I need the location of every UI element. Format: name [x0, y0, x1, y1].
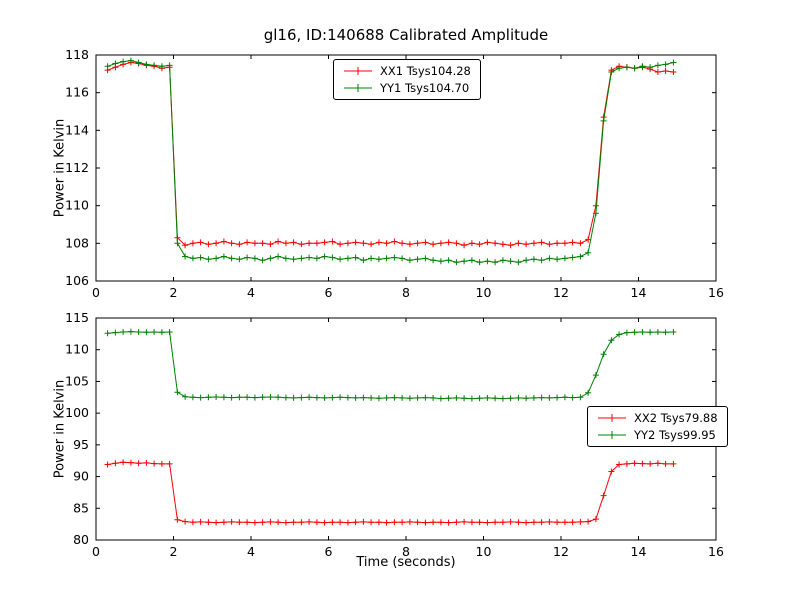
bottom-y-axis-label: Power in Kelvin	[52, 379, 68, 479]
top-y-axis-label: Power in Kelvin	[52, 118, 68, 218]
svg-text:8: 8	[402, 544, 410, 559]
svg-text:6: 6	[325, 285, 333, 300]
axis-ticks	[95, 317, 717, 541]
legend-label-xx1: XX1 Tsys104.28	[380, 64, 471, 78]
svg-text:116: 116	[65, 85, 89, 100]
legend-item-yy1: YY1 Tsys104.70	[343, 81, 471, 95]
svg-text:8: 8	[402, 285, 410, 300]
legend-item-yy2: YY2 Tsys99.95	[597, 428, 718, 442]
svg-text:95: 95	[73, 437, 89, 452]
svg-text:12: 12	[553, 544, 569, 559]
svg-text:16: 16	[708, 285, 724, 300]
svg-text:110: 110	[65, 342, 89, 357]
errorbar-markers	[104, 328, 677, 402]
svg-text:100: 100	[65, 405, 89, 420]
legend-item-xx2: XX2 Tsys79.88	[597, 411, 718, 425]
svg-text:112: 112	[65, 160, 89, 175]
series-yy1	[104, 57, 677, 266]
legend-item-xx1: XX1 Tsys104.28	[343, 64, 471, 78]
svg-text:6: 6	[325, 544, 333, 559]
svg-text:105: 105	[65, 373, 89, 388]
svg-text:10: 10	[476, 285, 492, 300]
svg-text:106: 106	[65, 273, 89, 288]
svg-text:4: 4	[247, 285, 255, 300]
svg-text:16: 16	[708, 544, 724, 559]
errorbar-marker-icon	[344, 67, 372, 75]
legend-label-yy1: YY1 Tsys104.70	[380, 81, 470, 95]
svg-text:115: 115	[65, 310, 89, 325]
errorbar-marker-icon	[598, 414, 626, 422]
svg-text:2: 2	[170, 544, 178, 559]
chart-title: gl16, ID:140688 Calibrated Amplitude	[263, 26, 549, 44]
svg-text:85: 85	[73, 500, 89, 515]
legend-label-xx2: XX2 Tsys79.88	[634, 411, 718, 425]
svg-text:14: 14	[631, 285, 647, 300]
series-yy2	[104, 328, 677, 402]
tick-labels: 0 2 4 6 8 10 12 14 16 106 108 110 112 114 116 118	[65, 47, 724, 300]
errorbar-marker-icon	[344, 84, 372, 92]
axis-ticks	[95, 54, 717, 282]
svg-text:114: 114	[65, 122, 89, 137]
errorbar-marker-icon	[598, 431, 626, 439]
legend-top: XX1 Tsys104.28 YY1 Tsys104.70	[333, 59, 481, 100]
svg-text:80: 80	[73, 532, 89, 547]
errorbar-markers	[104, 57, 677, 266]
svg-text:14: 14	[631, 544, 647, 559]
svg-text:110: 110	[65, 198, 89, 213]
subplot-1: 0 2 4 6 8 10 12 14 16 80 85 90 95 100 105 110 115	[65, 310, 724, 559]
svg-text:12: 12	[553, 285, 569, 300]
subplot-0: 0 2 4 6 8 10 12 14 16 106 108 110 112 114 116 118	[65, 47, 724, 300]
legend-label-yy2: YY2 Tsys99.95	[634, 428, 716, 442]
svg-text:2: 2	[170, 285, 178, 300]
svg-text:108: 108	[65, 235, 89, 250]
legend-bottom: XX2 Tsys79.88 YY2 Tsys99.95	[587, 406, 728, 447]
svg-text:118: 118	[65, 47, 89, 62]
svg-text:0: 0	[92, 544, 100, 559]
svg-text:4: 4	[247, 544, 255, 559]
svg-text:0: 0	[92, 285, 100, 300]
tick-labels: 0 2 4 6 8 10 12 14 16 80 85 90 95 100 105 110 115	[65, 310, 724, 559]
svg-text:10: 10	[476, 544, 492, 559]
svg-text:90: 90	[73, 469, 89, 484]
errorbar-markers	[104, 459, 677, 526]
x-axis-label: Time (seconds)	[356, 555, 456, 570]
series-xx2	[104, 459, 677, 526]
